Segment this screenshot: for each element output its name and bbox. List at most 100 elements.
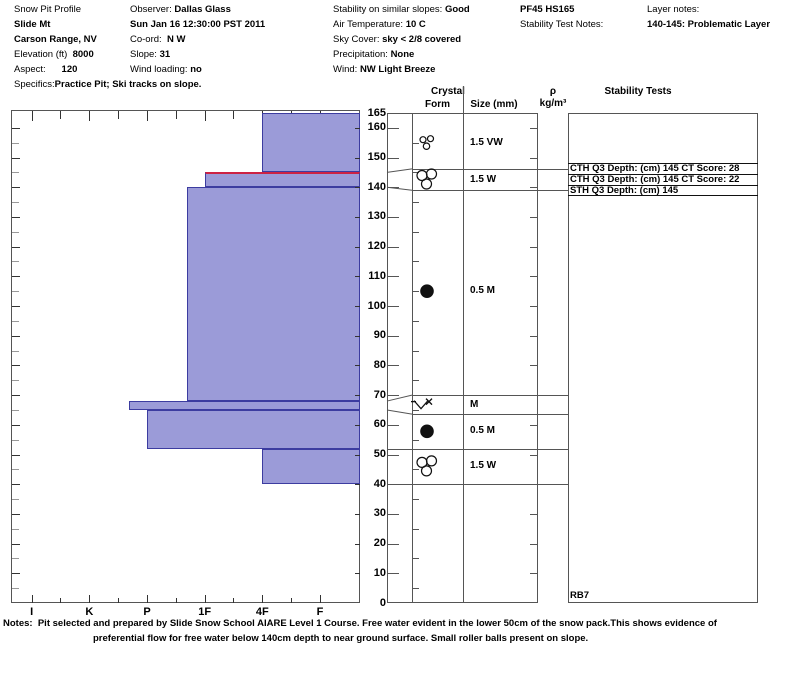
grain-minor-tick: [413, 261, 419, 263]
grain-minor-tick: [413, 409, 419, 411]
pit-info-line: Slide Mt: [14, 19, 50, 31]
size-right-tick: [530, 246, 538, 248]
hardness-tick-bottom: [262, 595, 264, 603]
depth-label: 110: [368, 269, 386, 282]
depth-label: 40: [373, 477, 386, 490]
hardness-tick-top: [146, 111, 148, 121]
pit-info-line: Stability on similar slopes: Good: [333, 4, 470, 16]
grain-minor-tick: [413, 172, 419, 174]
notes-line1: Notes: Pit selected and prepared by Slid…: [3, 617, 717, 630]
hardness-tick-bottom: [233, 598, 235, 603]
depth-tick-right: [355, 454, 360, 456]
depth-tick: [12, 246, 20, 248]
pit-info-label: Precipitation:: [333, 49, 391, 60]
pit-info-line: Wind: NW Light Breeze: [333, 64, 435, 76]
size-right-tick: [530, 335, 538, 337]
grain-major-tick: [388, 157, 399, 159]
pit-info-line: 140-145: Problematic Layer: [647, 19, 770, 31]
pit-info-value: no: [190, 64, 202, 75]
depth-label: 160: [367, 121, 386, 134]
grain-major-tick: [388, 246, 399, 248]
depth-tick: [12, 320, 19, 322]
depth-tick-right: [355, 157, 360, 159]
depth-tick: [12, 142, 19, 144]
layer-boundary-line: [412, 190, 568, 192]
hardness-tick-top: [118, 111, 120, 119]
hardness-tick-top: [175, 111, 177, 119]
grain-minor-tick: [413, 320, 419, 322]
hardness-tick-bottom: [204, 595, 206, 603]
depth-label: 165: [367, 106, 386, 119]
depth-tick-right: [355, 127, 360, 129]
pit-info-value: Sun Jan 16 12:30:00 PST 2011: [130, 19, 266, 30]
stability-test-row: CTH Q3 Depth: (cm) 145 CT Score: 28: [570, 163, 740, 174]
depth-tick: [12, 350, 19, 352]
depth-tick-right: [355, 306, 360, 308]
depth-tick: [12, 528, 19, 530]
grain-major-tick: [388, 454, 399, 456]
hardness-label: F: [316, 606, 324, 618]
stability-row-line: [568, 184, 758, 186]
depth-tick: [12, 187, 20, 189]
depth-tick: [12, 469, 19, 471]
grain-size-label: 0.5 M: [470, 285, 496, 297]
pit-info-line: Elevation (ft) 8000: [14, 49, 94, 61]
snow-layer-bar: [128, 401, 360, 410]
depth-tick-right: [355, 365, 360, 367]
pit-info-line: Wind loading: no: [130, 64, 202, 76]
pit-info-label: Snow Pit Profile: [14, 4, 82, 15]
size-right-tick: [530, 543, 538, 545]
pit-info-line: Sky Cover: sky < 2/8 covered: [333, 34, 461, 46]
grain-major-tick: [388, 216, 399, 218]
depth-label: 120: [367, 240, 386, 253]
snow-layer-bar: [146, 409, 360, 449]
pit-info-line: Co-ord: N W: [130, 34, 185, 46]
stability-row-line: [568, 194, 758, 196]
size-right-tick: [530, 454, 538, 456]
grain-major-tick: [388, 513, 399, 515]
grain-panel-axis-line: [412, 113, 413, 603]
depth-tick-right: [355, 395, 360, 397]
pit-info-label: Specifics:: [14, 79, 55, 90]
grain-minor-tick: [413, 558, 419, 560]
stability-row-line: [568, 173, 758, 175]
grain-minor-tick: [413, 469, 419, 471]
size-right-tick: [530, 157, 538, 159]
layer-boundary-line: [412, 414, 568, 416]
pit-info-line: Carson Range, NV: [14, 34, 97, 46]
depth-label: 30: [373, 507, 386, 520]
depth-label: 100: [367, 299, 386, 312]
pit-info-value: Slide Mt: [14, 19, 51, 30]
depth-tick: [12, 543, 20, 545]
hardness-tick-bottom: [31, 595, 33, 603]
pit-info-line: Slope: 31: [130, 49, 170, 61]
pit-info-line: Aspect: 120: [14, 64, 77, 76]
grain-minor-tick: [413, 350, 419, 352]
depth-tick-right: [355, 484, 360, 486]
size-right-tick: [530, 306, 538, 308]
depth-tick: [12, 335, 20, 337]
pit-info-label: Sky Cover:: [333, 34, 383, 45]
depth-tick-right: [355, 187, 360, 189]
size-column-header: Size (mm): [470, 99, 518, 110]
hardness-tick-bottom: [60, 598, 62, 603]
snow-layer-bar: [204, 172, 360, 188]
depth-tick: [12, 588, 19, 590]
depth-tick: [12, 231, 19, 233]
stability-row-line: [568, 162, 758, 164]
depth-tick: [12, 513, 20, 515]
pit-info-line: Snow Pit Profile: [14, 4, 81, 16]
depth-tick-right: [355, 513, 360, 515]
grain-major-tick: [388, 187, 399, 189]
grain-minor-tick: [413, 291, 419, 293]
depth-label: 150: [367, 151, 386, 164]
grain-panel-frame: [387, 113, 538, 603]
crystal-column-header: Crystal: [431, 86, 465, 97]
depth-tick-right: [355, 216, 360, 218]
depth-tick: [12, 499, 19, 501]
grain-major-tick: [388, 276, 399, 278]
grain-major-tick: [388, 335, 399, 337]
form-column-header: Form: [425, 99, 450, 110]
depth-tick: [12, 172, 19, 174]
pit-info-line: Precipitation: None: [333, 49, 414, 61]
